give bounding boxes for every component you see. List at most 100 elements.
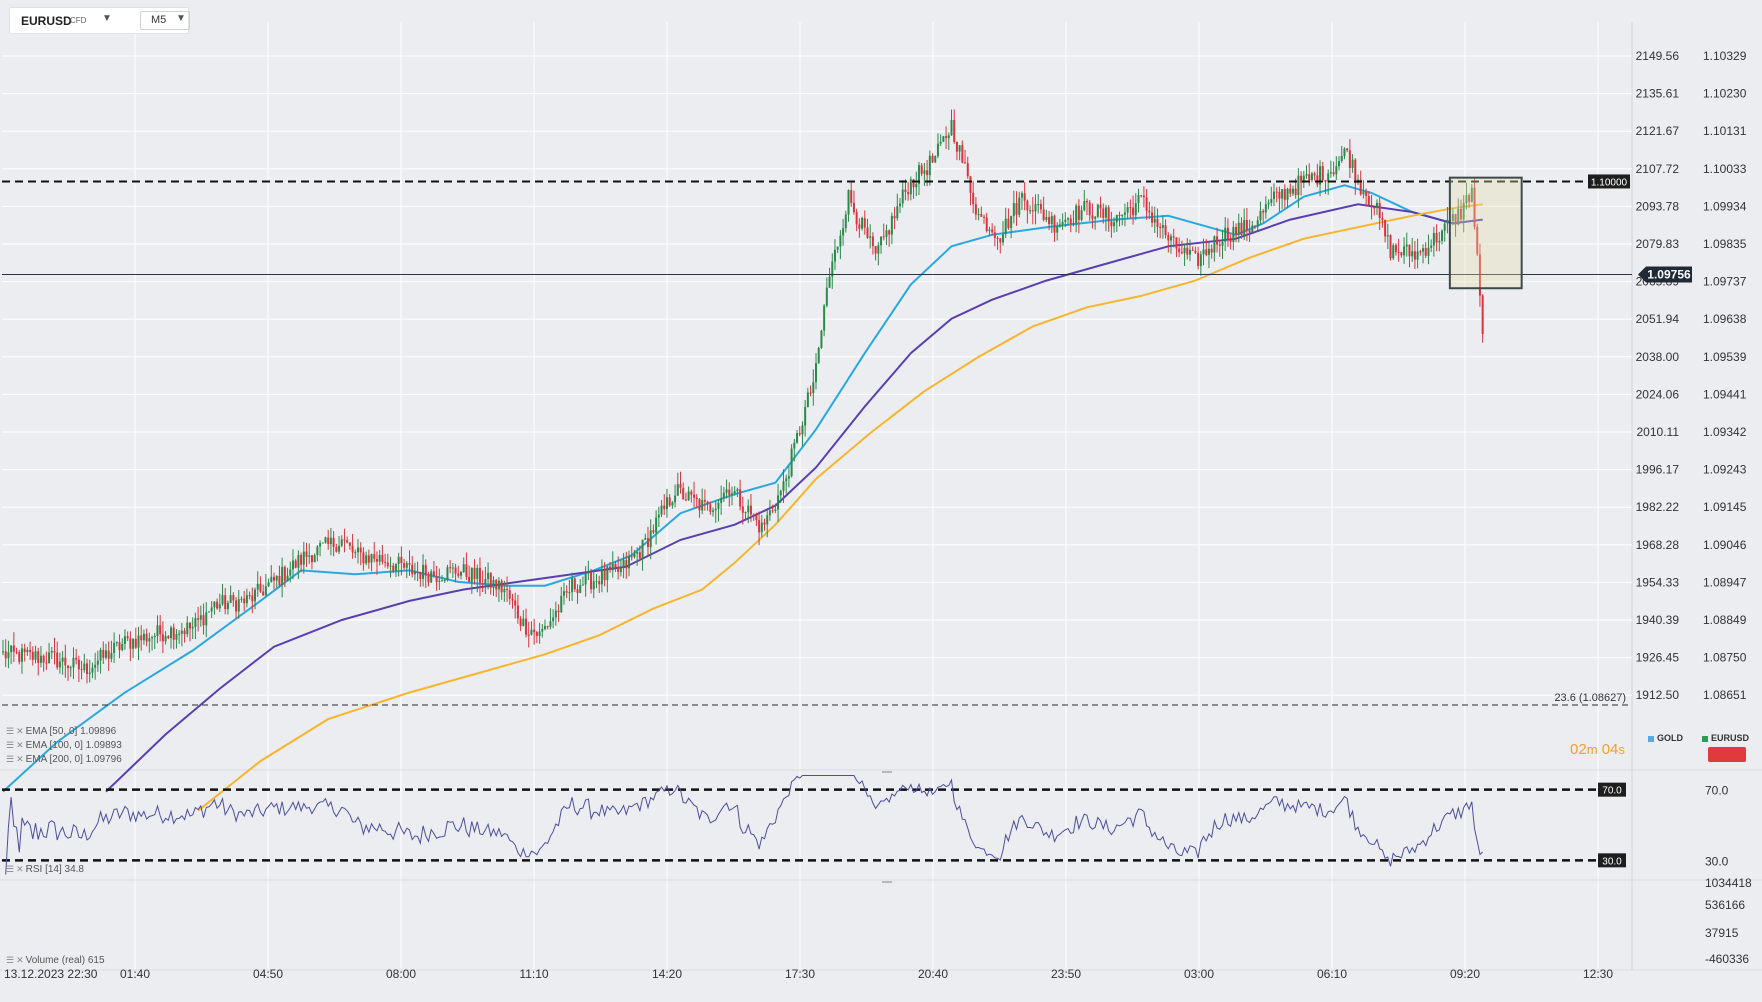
candle-body — [438, 580, 441, 582]
candle-body — [533, 629, 536, 633]
candle-body — [641, 539, 644, 559]
y-tick-label: 1.09046 — [1703, 538, 1747, 552]
settings-icon[interactable]: ☰ — [6, 754, 15, 764]
candle-body — [359, 547, 362, 553]
candle-body — [893, 215, 896, 219]
ema100-label[interactable]: ☰ ✕ EMA [100, 0] 1.09893 — [6, 740, 122, 751]
ema50-label[interactable]: ☰ ✕ EMA [50, 0] 1.09896 — [6, 726, 117, 737]
candle-body — [129, 638, 132, 649]
candle-body — [660, 505, 663, 515]
candle-body — [1088, 202, 1091, 216]
close-icon[interactable]: ✕ — [16, 955, 24, 965]
candle-countdown: 02m 04s — [1570, 741, 1625, 758]
close-icon[interactable]: ✕ — [16, 726, 24, 736]
candle-body — [907, 191, 910, 195]
candle-body — [1151, 212, 1154, 223]
candle-body — [1145, 197, 1148, 211]
candle-body — [646, 538, 649, 548]
y-tick-label-secondary: 2038.00 — [1636, 350, 1680, 364]
candle-body — [1191, 249, 1194, 251]
candle-body — [99, 649, 102, 661]
close-icon[interactable]: ✕ — [16, 754, 24, 764]
candle-body — [357, 547, 360, 553]
candle-body — [1061, 221, 1064, 225]
candle-body — [427, 575, 430, 583]
instrument-selector[interactable]: EURUSD CFD ▼ M5 ▼ — [9, 7, 190, 34]
settings-icon[interactable]: ☰ — [6, 740, 15, 750]
candle-body — [1316, 175, 1319, 185]
candle-body — [400, 556, 403, 564]
candle-body — [1362, 191, 1365, 195]
y-tick-label: 1.09342 — [1703, 425, 1747, 439]
candle-body — [763, 522, 766, 525]
candle-body — [541, 629, 544, 632]
candle-body — [554, 610, 557, 618]
candle-body — [34, 651, 37, 660]
candle-body — [644, 538, 647, 540]
close-icon[interactable]: ✕ — [16, 864, 24, 874]
sell-button[interactable] — [1708, 747, 1746, 762]
y-tick-label: 1.08947 — [1703, 575, 1747, 589]
candle-body — [492, 579, 495, 588]
candle-body — [1354, 159, 1357, 184]
settings-icon[interactable]: ☰ — [6, 726, 15, 736]
candle-body — [1172, 236, 1175, 238]
candle-body — [188, 622, 191, 629]
candle-body — [199, 615, 202, 620]
candle-body — [381, 555, 384, 562]
legend-gold[interactable]: GOLD — [1648, 733, 1683, 743]
close-icon[interactable]: ✕ — [16, 740, 24, 750]
candle-body — [384, 561, 387, 563]
candle-body — [1140, 195, 1143, 197]
candle-body — [777, 495, 780, 510]
candle-body — [847, 189, 850, 215]
volume-label[interactable]: ☰ ✕ Volume (real) 615 — [6, 955, 105, 966]
candle-body — [974, 204, 977, 215]
chevron-down-icon[interactable]: ▼ — [102, 13, 112, 24]
candle-body — [1283, 189, 1286, 200]
candle-body — [1403, 246, 1406, 256]
candle-body — [546, 626, 549, 628]
candle-body — [1370, 204, 1373, 208]
panel-resize-handle[interactable] — [882, 771, 892, 773]
candle-body — [855, 212, 858, 225]
candle-body — [896, 206, 899, 219]
rsi-label[interactable]: ☰ ✕ RSI [14] 34.8 — [6, 864, 84, 875]
candle-body — [31, 651, 34, 660]
candle-body — [183, 630, 186, 635]
candle-body — [722, 492, 725, 499]
candle-body — [308, 555, 311, 557]
candle-body — [565, 591, 568, 593]
timeframe-select[interactable]: M5 ▼ — [140, 11, 190, 30]
x-tick-label: 14:20 — [652, 967, 682, 981]
y-tick-label: 1.10033 — [1703, 162, 1747, 176]
candle-body — [104, 650, 107, 658]
panel-resize-handle[interactable] — [882, 881, 892, 883]
candle-body — [1115, 214, 1118, 223]
candle-body — [1248, 230, 1251, 233]
candle-body — [714, 508, 717, 511]
candle-body — [758, 520, 761, 533]
legend-eurusd[interactable]: EURUSD — [1702, 733, 1749, 743]
candle-body — [26, 649, 29, 653]
candle-body — [1297, 175, 1300, 195]
settings-icon[interactable]: ☰ — [6, 864, 15, 874]
ema200-label[interactable]: ☰ ✕ EMA [200, 0] 1.09796 — [6, 754, 122, 765]
candles — [2, 109, 1484, 684]
candle-body — [1392, 245, 1395, 259]
candle-body — [712, 510, 715, 512]
candle-body — [950, 119, 953, 136]
candle-body — [1213, 236, 1216, 253]
candle-body — [999, 238, 1002, 243]
candle-body — [1451, 214, 1454, 221]
candle-body — [1067, 218, 1070, 220]
candle-body — [424, 564, 427, 576]
candle-body — [1180, 252, 1183, 254]
candle-body — [1237, 222, 1240, 235]
candle-body — [1161, 225, 1164, 228]
settings-icon[interactable]: ☰ — [6, 955, 15, 965]
candle-body — [1346, 148, 1349, 151]
y-tick-label: 1.09243 — [1703, 463, 1747, 477]
candle-body — [934, 156, 937, 163]
